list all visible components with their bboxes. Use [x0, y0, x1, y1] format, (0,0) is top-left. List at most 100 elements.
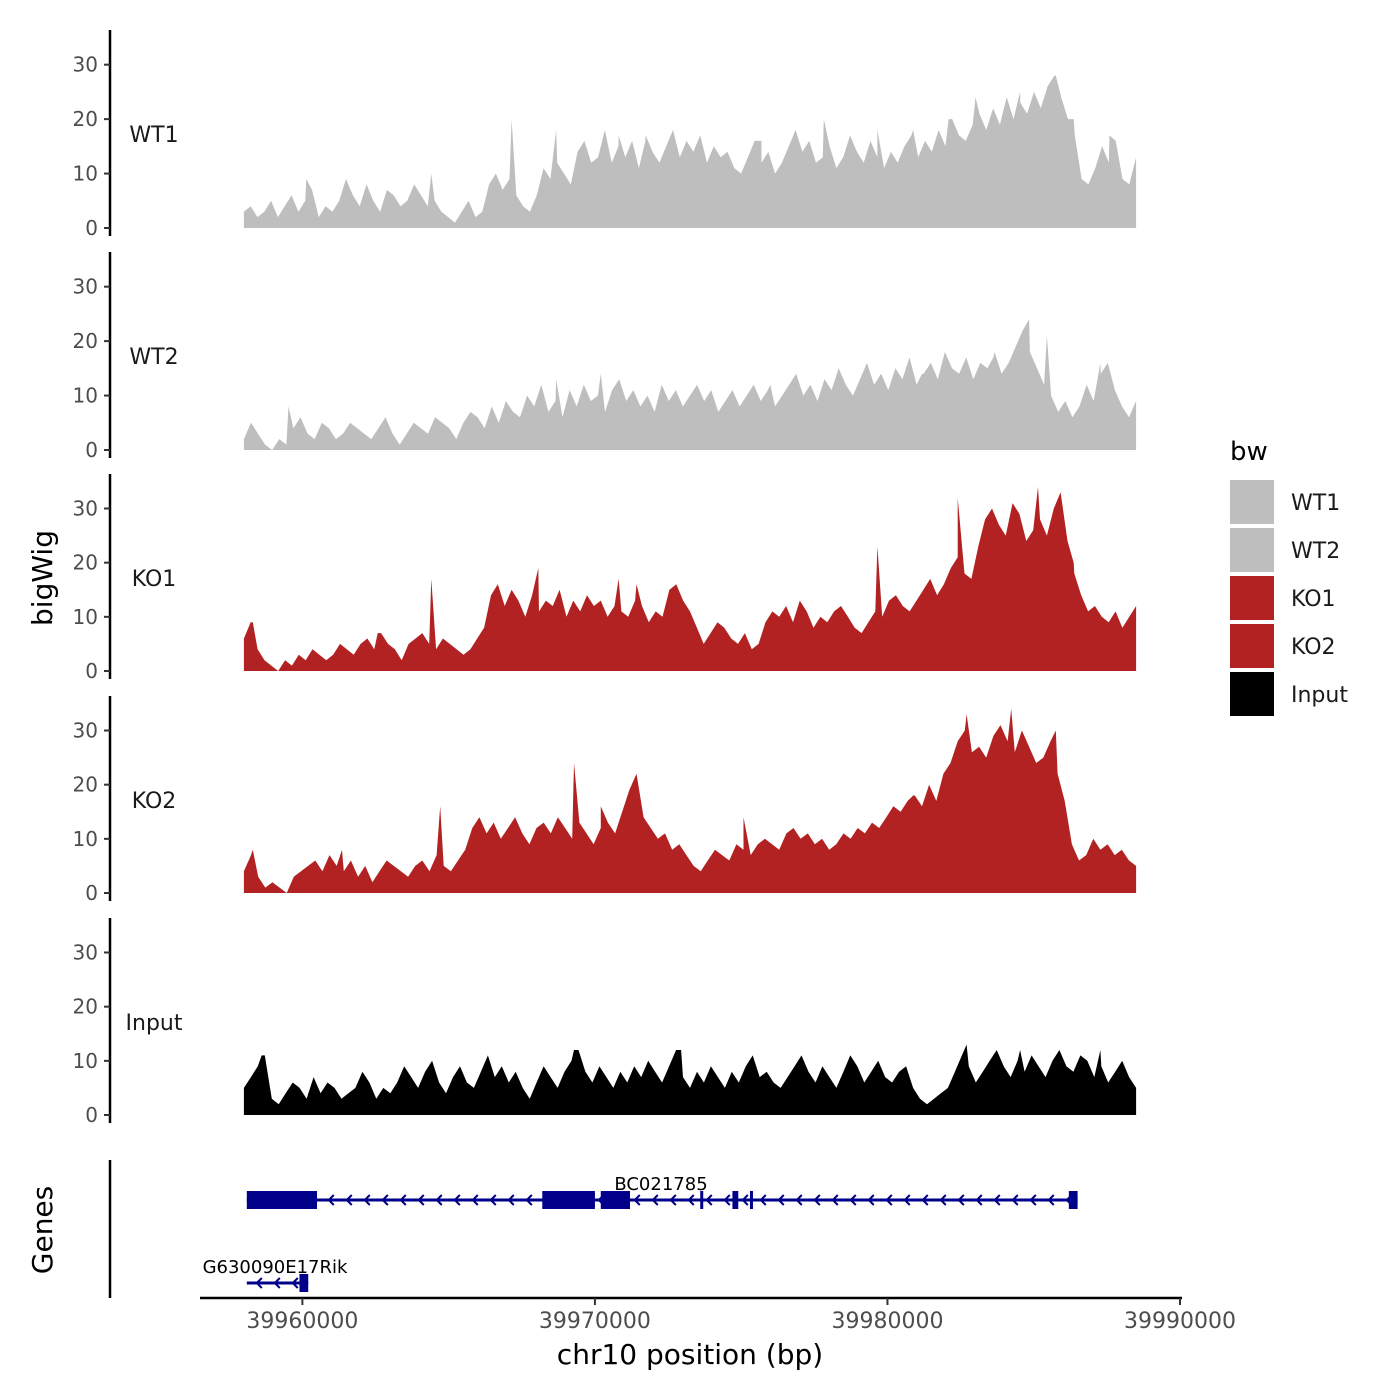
strand-arrow	[885, 1194, 893, 1206]
y-tick-label: 10	[73, 162, 98, 186]
genes-track-title: Genes	[26, 1186, 59, 1274]
exon-block	[700, 1191, 704, 1209]
track-label: Input	[126, 1011, 183, 1036]
track-label: KO2	[132, 789, 177, 814]
gene-name-label: BC021785	[614, 1174, 707, 1195]
strand-arrow	[453, 1194, 461, 1206]
y-tick-label: 20	[73, 107, 98, 131]
x-tick-label: 39990000	[1124, 1309, 1236, 1334]
legend-label-wt2: WT2	[1291, 539, 1340, 564]
legend-swatch-input	[1230, 672, 1274, 716]
legend-title: bw	[1230, 437, 1268, 467]
strand-arrow	[741, 1194, 749, 1206]
strand-arrow	[273, 1277, 281, 1289]
track-label: WT2	[129, 345, 178, 370]
track-ko2: 0 10 20 30 KO2	[73, 696, 1137, 905]
strand-arrow	[957, 1194, 965, 1206]
y-tick-label: 30	[73, 497, 98, 521]
strand-arrow	[435, 1194, 443, 1206]
exon-block	[299, 1274, 309, 1292]
y-tick-label: 20	[73, 551, 98, 575]
exon-block	[1068, 1191, 1078, 1209]
exon-block	[732, 1191, 739, 1209]
y-tick-label: 10	[73, 605, 98, 629]
strand-arrow	[471, 1194, 479, 1206]
strand-arrow	[831, 1194, 839, 1206]
strand-arrow	[1029, 1194, 1037, 1206]
x-tick-label: 39970000	[539, 1309, 651, 1334]
gene-g630090e17rik: G630090E17Rik	[203, 1257, 348, 1292]
strand-arrow	[381, 1194, 389, 1206]
strand-arrow	[507, 1194, 515, 1206]
y-tick-label: 20	[73, 995, 98, 1019]
y-tick-label: 0	[85, 216, 98, 240]
strand-arrow	[669, 1194, 677, 1206]
strand-arrow	[633, 1194, 641, 1206]
legend-label-ko1: KO1	[1291, 587, 1336, 612]
exon-block	[246, 1191, 318, 1209]
y-tick-label: 0	[85, 438, 98, 462]
signal-area-ko1	[243, 486, 1137, 671]
signal-area-input	[243, 1044, 1137, 1115]
strand-arrow	[705, 1194, 713, 1206]
legend-swatch-ko2	[1230, 624, 1274, 668]
strand-arrow	[651, 1194, 659, 1206]
strand-arrow	[759, 1194, 767, 1206]
strand-arrow	[1011, 1194, 1019, 1206]
strand-arrow	[399, 1194, 407, 1206]
y-tick-label: 10	[73, 1049, 98, 1073]
strand-arrow	[867, 1194, 875, 1206]
y-tick-label: 10	[73, 384, 98, 408]
strand-arrow	[345, 1194, 353, 1206]
strand-arrow	[525, 1194, 533, 1206]
strand-arrow	[939, 1194, 947, 1206]
strand-arrow	[291, 1277, 299, 1289]
strand-arrow	[417, 1194, 425, 1206]
exon-block	[600, 1191, 631, 1209]
y-tick-label: 0	[85, 881, 98, 905]
strand-arrow	[327, 1194, 335, 1206]
track-wt1: 0 10 20 30 WT1	[73, 30, 1137, 240]
y-tick-label: 30	[73, 53, 98, 77]
gene-bc021785: BC021785	[246, 1174, 1078, 1209]
strand-arrow	[903, 1194, 911, 1206]
y-axis-title: bigWig	[26, 530, 59, 626]
y-tick-label: 0	[85, 1103, 98, 1127]
strand-arrow	[849, 1194, 857, 1206]
y-tick-label: 20	[73, 329, 98, 353]
strand-arrow	[813, 1194, 821, 1206]
y-tick-label: 20	[73, 773, 98, 797]
legend: bw WT1 WT2 KO1 KO2 Input	[1230, 437, 1348, 716]
y-tick-label: 30	[73, 275, 98, 299]
exon-block	[749, 1191, 753, 1209]
legend-swatch-ko1	[1230, 576, 1274, 620]
legend-swatch-wt2	[1230, 528, 1274, 572]
track-label: KO1	[132, 567, 177, 592]
legend-label-wt1: WT1	[1291, 491, 1340, 516]
strand-arrow	[363, 1194, 371, 1206]
y-tick-label: 10	[73, 827, 98, 851]
strand-arrow	[921, 1194, 929, 1206]
strand-arrow	[993, 1194, 1001, 1206]
track-label: WT1	[129, 123, 178, 148]
track-ko1: 0 10 20 30 KO1	[73, 474, 1137, 683]
track-wt2: 0 10 20 30 WT2	[73, 252, 1137, 462]
strand-arrow	[975, 1194, 983, 1206]
strand-arrow	[687, 1194, 695, 1206]
exon-block	[542, 1191, 595, 1209]
gene-name-label: G630090E17Rik	[203, 1257, 348, 1278]
track-input: 0 10 20 30 Input	[73, 918, 1137, 1127]
y-tick-label: 0	[85, 659, 98, 683]
x-tick-label: 39960000	[246, 1309, 358, 1334]
x-axis-title: chr10 position (bp)	[557, 1338, 823, 1371]
strand-arrow	[255, 1277, 263, 1289]
y-tick-label: 30	[73, 719, 98, 743]
legend-label-input: Input	[1291, 683, 1348, 708]
x-tick-label: 39980000	[831, 1309, 943, 1334]
signal-area-ko2	[243, 708, 1137, 893]
signal-area-wt2	[243, 319, 1137, 450]
strand-arrow	[1047, 1194, 1055, 1206]
strand-arrow	[795, 1194, 803, 1206]
y-tick-label: 30	[73, 941, 98, 965]
legend-swatch-wt1	[1230, 480, 1274, 524]
